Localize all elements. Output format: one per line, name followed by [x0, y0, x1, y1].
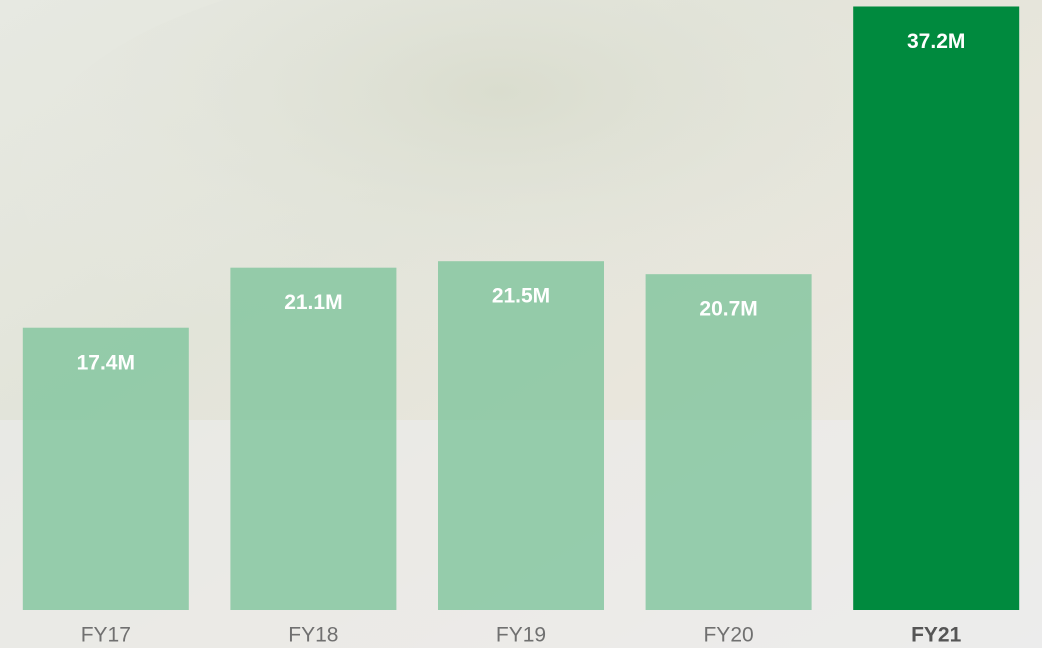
- bar: [22, 327, 189, 610]
- value-label: 20.7M: [699, 298, 757, 321]
- x-tick-label: FY20: [703, 624, 753, 647]
- value-label: 21.1M: [284, 291, 342, 314]
- x-tick-label: FY19: [496, 624, 546, 647]
- x-tick-label: FY17: [81, 624, 131, 647]
- bar: [645, 274, 812, 610]
- bar: [853, 6, 1020, 610]
- x-tick-label: FY21: [911, 624, 962, 647]
- x-tick-label: FY18: [288, 624, 338, 647]
- value-label: 37.2M: [907, 30, 965, 53]
- bar: [230, 267, 397, 610]
- bar: [438, 261, 604, 610]
- value-label: 17.4M: [77, 351, 135, 374]
- value-label: 21.5M: [492, 285, 550, 308]
